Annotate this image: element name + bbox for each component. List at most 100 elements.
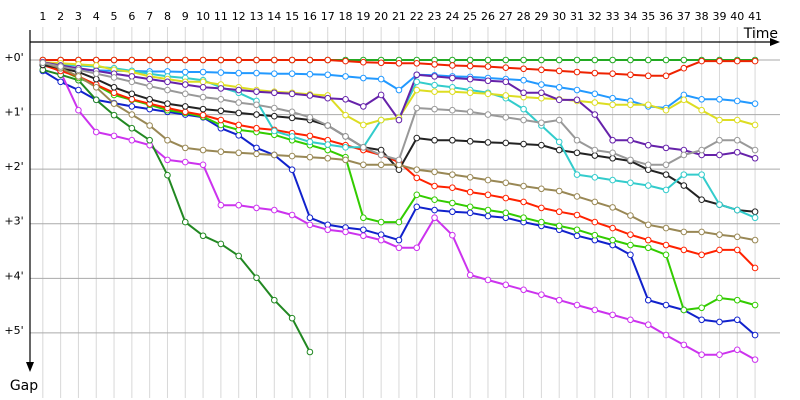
point xyxy=(342,96,349,103)
point xyxy=(751,100,759,107)
point xyxy=(449,231,456,239)
point xyxy=(591,152,599,159)
x-tick-label: 31 xyxy=(570,10,584,23)
point xyxy=(92,75,100,83)
point xyxy=(591,174,599,181)
point xyxy=(680,306,688,314)
x-tick-label: 40 xyxy=(730,10,744,23)
point xyxy=(235,132,242,139)
point xyxy=(484,206,492,214)
point xyxy=(751,146,759,154)
point xyxy=(662,106,670,114)
point xyxy=(627,56,634,64)
point xyxy=(555,208,563,216)
point xyxy=(431,73,438,80)
x-tick-label: 1 xyxy=(39,10,46,23)
point xyxy=(555,296,563,304)
point xyxy=(164,171,171,179)
point xyxy=(680,228,688,236)
point xyxy=(360,232,367,240)
point xyxy=(466,188,474,196)
point xyxy=(306,92,314,99)
point xyxy=(555,83,563,91)
point xyxy=(751,208,759,216)
point xyxy=(377,59,385,67)
x-tick-label: 9 xyxy=(182,10,189,23)
point xyxy=(484,276,492,284)
point xyxy=(217,69,225,76)
point xyxy=(324,56,332,64)
point xyxy=(271,104,278,112)
point xyxy=(199,93,207,101)
point xyxy=(609,149,616,157)
point xyxy=(57,63,64,70)
point xyxy=(377,151,385,159)
point xyxy=(555,96,563,104)
point xyxy=(644,182,652,189)
point xyxy=(288,166,296,174)
point xyxy=(271,127,278,135)
point xyxy=(591,69,599,77)
point xyxy=(644,101,652,109)
point xyxy=(306,56,314,64)
point xyxy=(146,96,153,103)
point xyxy=(627,241,634,249)
point xyxy=(413,174,421,182)
point xyxy=(484,63,492,70)
point xyxy=(217,56,225,64)
point xyxy=(342,111,349,119)
point xyxy=(644,296,652,304)
point xyxy=(271,206,278,214)
point xyxy=(520,105,527,113)
point xyxy=(306,348,314,356)
point xyxy=(591,306,599,314)
x-axis-label: Time xyxy=(743,26,778,42)
point xyxy=(609,224,616,232)
point xyxy=(181,56,189,64)
point xyxy=(733,148,741,156)
x-tick-label: 37 xyxy=(677,10,691,23)
point xyxy=(573,211,581,219)
point xyxy=(235,149,242,157)
y-tick-label: +0' xyxy=(4,51,23,64)
point xyxy=(591,218,599,226)
point xyxy=(360,103,367,110)
series-line xyxy=(42,68,311,353)
point xyxy=(466,209,474,217)
point xyxy=(751,214,759,222)
point xyxy=(288,152,296,160)
x-tick-label: 3 xyxy=(75,10,82,23)
x-tick-label: 34 xyxy=(623,10,637,23)
point xyxy=(698,251,705,259)
point xyxy=(288,90,296,98)
point xyxy=(466,108,474,116)
point xyxy=(716,57,723,65)
x-tick-label: 32 xyxy=(588,10,602,23)
point xyxy=(627,136,634,144)
point xyxy=(324,226,332,234)
point xyxy=(644,72,652,80)
point xyxy=(555,116,563,124)
point xyxy=(591,146,599,154)
point xyxy=(235,56,242,64)
point xyxy=(253,144,260,152)
point xyxy=(377,236,385,244)
x-tick-label: 6 xyxy=(128,10,135,23)
point xyxy=(662,144,670,152)
point xyxy=(342,133,349,140)
x-tick-label: 12 xyxy=(232,10,246,23)
point xyxy=(484,212,492,220)
point xyxy=(698,316,705,324)
point xyxy=(484,90,492,98)
point xyxy=(733,57,741,65)
point xyxy=(644,321,652,329)
y-tick-label: +2' xyxy=(4,160,23,173)
point xyxy=(199,105,207,113)
point xyxy=(199,146,207,154)
point xyxy=(698,304,705,312)
point xyxy=(413,134,421,142)
point xyxy=(466,174,474,181)
point xyxy=(128,124,136,132)
point xyxy=(395,116,403,124)
point xyxy=(324,122,332,129)
